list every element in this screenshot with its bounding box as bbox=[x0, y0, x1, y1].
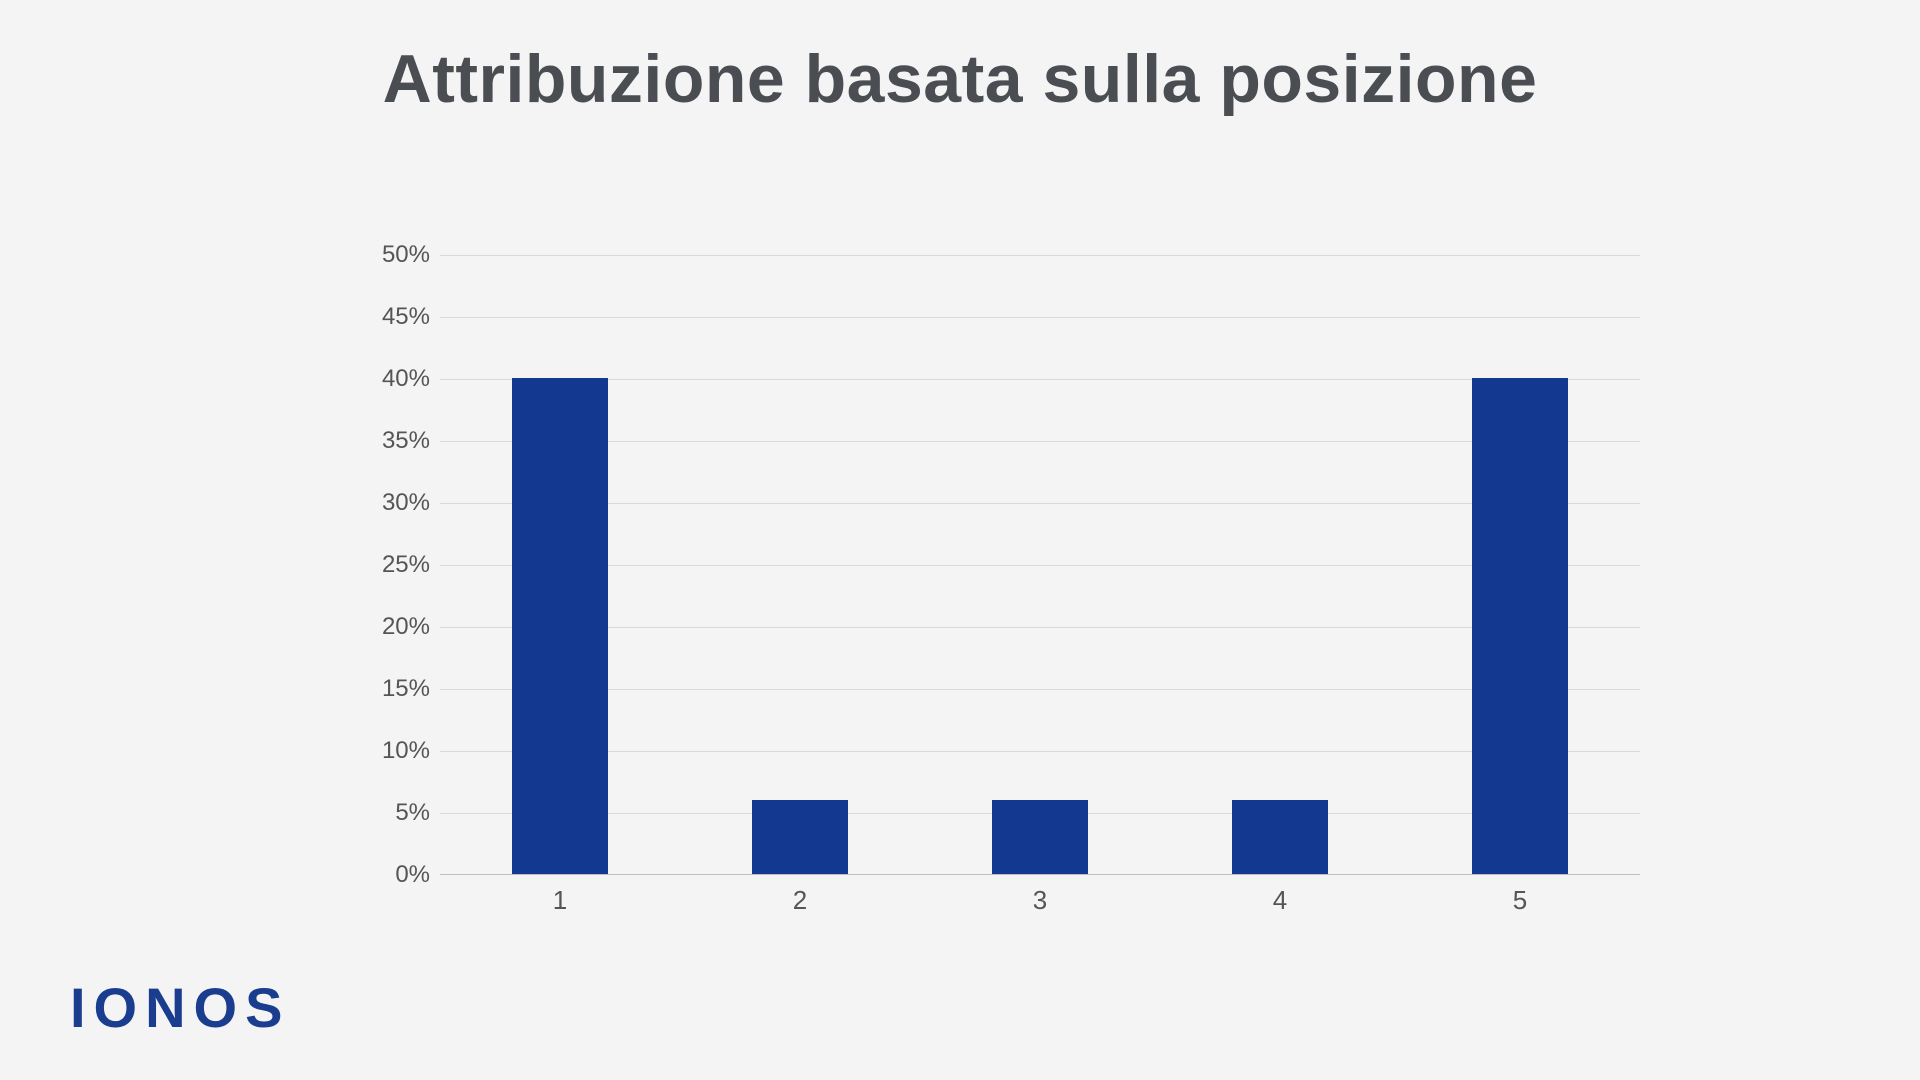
y-tick-label: 40% bbox=[360, 365, 430, 393]
y-tick-label: 0% bbox=[360, 861, 430, 889]
bar-chart: 0%5%10%15%20%25%30%35%40%45%50%12345 bbox=[360, 255, 1640, 905]
gridline bbox=[440, 689, 1640, 690]
gridline bbox=[440, 503, 1640, 504]
gridline bbox=[440, 317, 1640, 318]
bar bbox=[1232, 800, 1328, 874]
y-tick-label: 50% bbox=[360, 241, 430, 269]
x-tick-label: 2 bbox=[793, 885, 807, 916]
gridline bbox=[440, 565, 1640, 566]
y-tick-label: 10% bbox=[360, 737, 430, 765]
chart-title: Attribuzione basata sulla posizione bbox=[0, 40, 1920, 118]
y-tick-label: 20% bbox=[360, 613, 430, 641]
gridline bbox=[440, 379, 1640, 380]
gridline bbox=[440, 255, 1640, 256]
y-tick-label: 15% bbox=[360, 675, 430, 703]
gridline bbox=[440, 441, 1640, 442]
bar bbox=[1472, 378, 1568, 874]
gridline bbox=[440, 751, 1640, 752]
x-tick-label: 5 bbox=[1513, 885, 1527, 916]
bar bbox=[992, 800, 1088, 874]
y-tick-label: 35% bbox=[360, 427, 430, 455]
gridline bbox=[440, 627, 1640, 628]
x-tick-label: 1 bbox=[553, 885, 567, 916]
ionos-logo: IONOS bbox=[70, 975, 290, 1040]
bar bbox=[752, 800, 848, 874]
y-tick-label: 5% bbox=[360, 799, 430, 827]
bar bbox=[512, 378, 608, 874]
plot-area bbox=[440, 255, 1640, 875]
x-tick-label: 4 bbox=[1273, 885, 1287, 916]
y-tick-label: 45% bbox=[360, 303, 430, 331]
y-tick-label: 25% bbox=[360, 551, 430, 579]
y-tick-label: 30% bbox=[360, 489, 430, 517]
x-tick-label: 3 bbox=[1033, 885, 1047, 916]
